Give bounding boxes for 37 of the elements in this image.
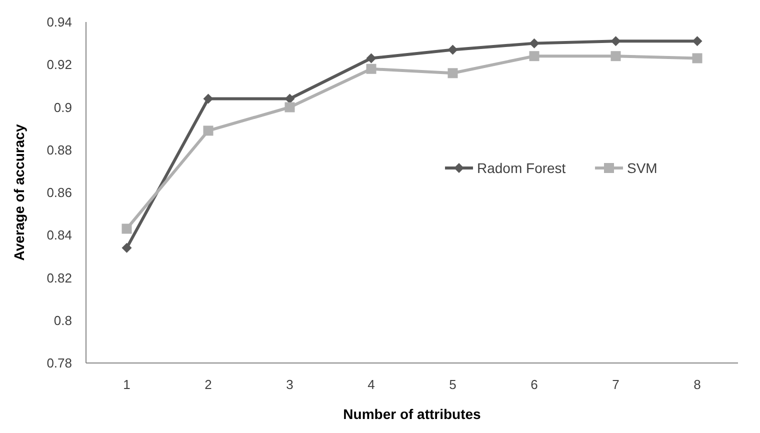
x-tick-label: 6 [530, 377, 538, 392]
point [366, 64, 376, 74]
y-tick-label: 0.88 [46, 142, 72, 158]
point [448, 44, 458, 55]
point [122, 242, 132, 253]
x-axis-title: Number of attributes [343, 406, 482, 422]
y-tick-label: 0.78 [46, 356, 72, 371]
y-tick-label: 0.94 [46, 14, 72, 30]
point [122, 224, 132, 234]
point [610, 51, 621, 62]
y-tick-label: 0.8 [54, 312, 72, 328]
point [203, 126, 214, 136]
point [610, 36, 621, 46]
y-axis-title: Average of accuracy [11, 124, 27, 261]
point [529, 38, 540, 48]
y-tick-label: 0.82 [46, 270, 72, 286]
y-tick-label: 0.9 [54, 100, 72, 115]
point [284, 94, 295, 104]
point [366, 53, 376, 64]
x-tick-label: 8 [694, 377, 701, 392]
x-tick-label: 5 [449, 377, 456, 392]
y-tick-label: 0.92 [46, 57, 72, 72]
point [692, 36, 702, 46]
legend-label: SVM [627, 160, 658, 176]
x-tick-label: 7 [612, 377, 620, 392]
point [529, 51, 540, 62]
point [203, 94, 214, 104]
y-tick-label: 0.86 [46, 185, 72, 200]
y-tick-label: 0.84 [46, 228, 72, 243]
legend-label: Radom Forest [477, 160, 566, 176]
point [692, 53, 702, 64]
point [448, 68, 458, 78]
x-tick-label: 3 [286, 377, 294, 392]
x-tick-label: 4 [368, 377, 375, 392]
point [284, 102, 295, 112]
x-tick-label: 1 [123, 377, 130, 392]
x-tick-label: 2 [204, 377, 212, 392]
